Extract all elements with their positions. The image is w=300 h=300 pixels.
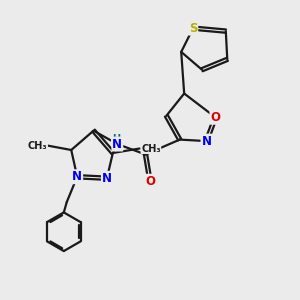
Text: O: O [145,175,155,188]
Text: N: N [72,170,82,183]
Text: N: N [202,135,212,148]
Text: N: N [112,138,122,151]
Text: S: S [189,22,197,34]
Text: CH₃: CH₃ [28,140,47,151]
Text: O: O [210,111,220,124]
Text: H: H [112,134,120,144]
Text: CH₃: CH₃ [141,143,161,154]
Text: N: N [102,172,112,185]
